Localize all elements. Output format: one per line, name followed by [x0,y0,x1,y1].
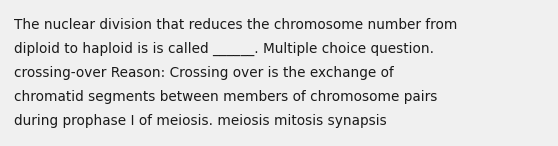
Text: diploid to haploid is is called ______. Multiple choice question.: diploid to haploid is is called ______. … [14,42,434,56]
Text: during prophase I of meiosis. meiosis mitosis synapsis: during prophase I of meiosis. meiosis mi… [14,114,387,128]
Text: The nuclear division that reduces the chromosome number from: The nuclear division that reduces the ch… [14,18,458,32]
Text: crossing-over Reason: Crossing over is the exchange of: crossing-over Reason: Crossing over is t… [14,66,394,80]
Text: chromatid segments between members of chromosome pairs: chromatid segments between members of ch… [14,90,437,104]
